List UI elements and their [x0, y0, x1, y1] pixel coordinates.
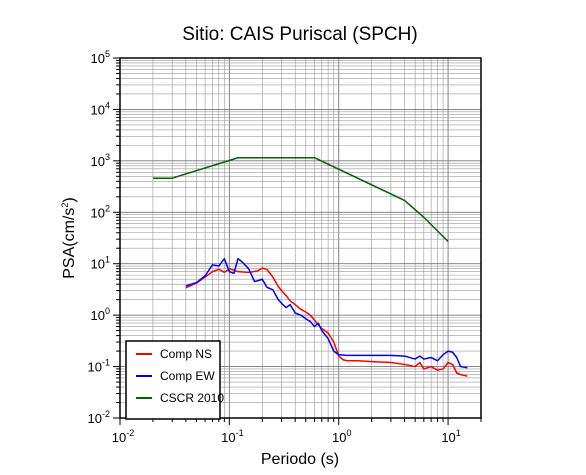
x-tick-label: 100	[332, 428, 351, 445]
y-tick-label: 100	[91, 306, 110, 323]
y-tick-label: 102	[91, 203, 110, 220]
series-line-2	[185, 257, 468, 369]
legend-label-1: Comp NS	[160, 347, 212, 361]
x-tick-labels: 10-2 10-1 100 101	[112, 428, 461, 445]
series-line-3	[152, 156, 449, 243]
series-layer	[152, 156, 468, 377]
y-axis-label: PSA(cm/s2)	[60, 197, 78, 278]
y-tick-label: 103	[91, 152, 110, 169]
chart-legend: Comp NS Comp EW CSCR 2010	[125, 340, 224, 420]
plot-frame	[119, 57, 482, 419]
chart-title: Sitio: CAIS Puriscal (SPCH)	[182, 24, 417, 45]
legend-label-2: Comp EW	[160, 369, 215, 383]
x-tick-label: 10-1	[221, 428, 243, 445]
y-tick-label: 10-1	[88, 358, 110, 375]
y-tick-label: 105	[91, 49, 110, 66]
y-tick-label: 101	[91, 255, 110, 272]
y-tick-labels: 10-2 10-1 100 101 102 103 104 105	[88, 49, 110, 426]
y-tick-label: 104	[91, 100, 110, 117]
x-tick-label: 101	[441, 428, 460, 445]
chart-grid	[119, 57, 482, 419]
x-axis-label: Periodo (s)	[261, 451, 339, 468]
y-tick-label: 10-2	[88, 409, 110, 426]
legend-label-3: CSCR 2010	[160, 391, 224, 405]
series-line-1	[185, 267, 468, 377]
x-tick-label: 10-2	[112, 428, 134, 445]
